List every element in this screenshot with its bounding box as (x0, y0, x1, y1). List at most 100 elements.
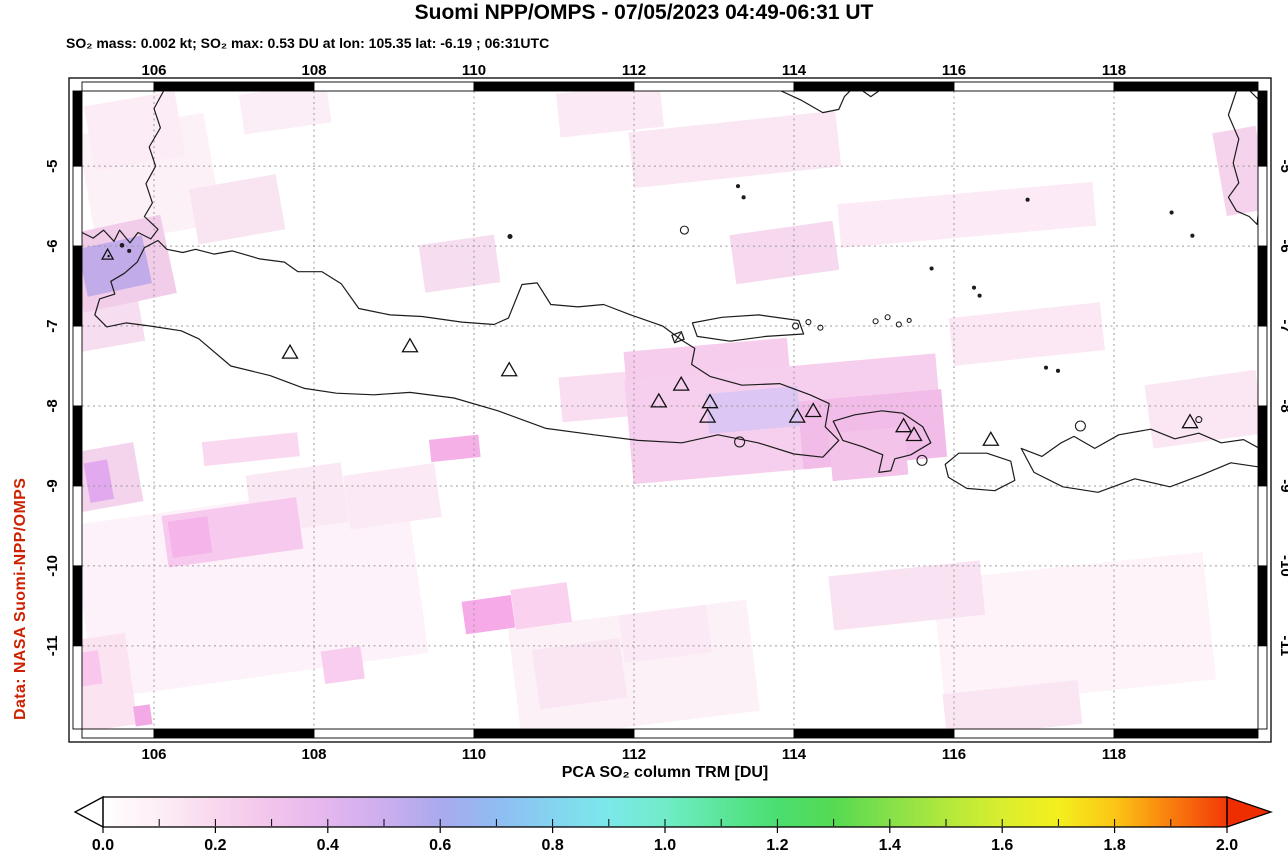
colorbar-tick-label: 0.2 (204, 837, 226, 854)
frame-segment (1257, 565, 1268, 647)
frame-segment (72, 90, 83, 167)
islet (1190, 233, 1195, 238)
lon-tick-label-top: 114 (782, 62, 807, 79)
colorbar-tick-label: 1.0 (654, 837, 676, 854)
lat-tick-label-right: -9 (1277, 479, 1288, 492)
frame-segment (1257, 165, 1268, 247)
frame-segment (72, 405, 83, 487)
islet (1043, 365, 1049, 370)
lon-tick-label-bottom: 108 (301, 746, 326, 763)
lon-tick-label-bottom: 112 (622, 746, 646, 763)
lon-tick-label-bottom: 118 (1102, 746, 1126, 763)
frame-segment (473, 81, 635, 92)
map-frame (68, 77, 1272, 743)
frame-segment (1257, 405, 1268, 487)
islet (884, 314, 891, 321)
islet (119, 242, 125, 248)
frame-segment (1113, 81, 1259, 92)
lon-tick-label-top: 108 (301, 62, 326, 79)
lat-tick-label-right: -10 (1277, 555, 1288, 577)
volcano-marker (500, 361, 518, 377)
lon-tick-label-bottom: 110 (462, 746, 486, 763)
frame-segment (633, 81, 795, 92)
lat-tick-label-left: -10 (44, 555, 61, 577)
frame-segment (1257, 245, 1268, 327)
so2-pixel-patches (82, 91, 1258, 729)
volcano-vent-dot (107, 254, 110, 258)
lon-tick-label-bottom: 116 (942, 746, 966, 763)
volcano-marker (1181, 413, 1199, 429)
so2-patch (82, 478, 429, 700)
so2-patch (167, 516, 213, 559)
islet (906, 317, 912, 324)
so2-patch (942, 680, 1083, 729)
colorbar-tick-label: 0.6 (429, 837, 451, 854)
so2-patch (932, 552, 1216, 708)
volcano-marker (982, 430, 1000, 446)
volcano-marker (698, 407, 717, 423)
so2-patch (238, 91, 332, 135)
frame-segment (72, 325, 83, 407)
so2-patch (133, 704, 153, 727)
colorbar-tick-label: 1.6 (991, 837, 1013, 854)
so2-patch (82, 235, 152, 297)
colorbar-tick-label: 1.2 (766, 837, 788, 854)
islet (971, 285, 977, 290)
islet (895, 321, 902, 328)
lon-tick-label-top: 106 (141, 62, 166, 79)
frame-segment (72, 245, 83, 327)
so2-patch (837, 181, 1097, 248)
data-credit-label: Data: NASA Suomi-NPP/OMPS (12, 477, 29, 720)
so2-patch (948, 302, 1105, 366)
so2-patch (555, 91, 665, 138)
frame-segment (953, 81, 1115, 92)
volcano-marker (894, 417, 913, 433)
volcano-marker (701, 393, 719, 409)
volcano-markers (101, 247, 1199, 446)
so2-patch (461, 594, 516, 635)
coastline-sumbawa (1020, 428, 1258, 493)
so2-patch (189, 174, 286, 245)
frame-segment (313, 81, 475, 92)
volcano-marker (905, 426, 923, 442)
so2-patch (201, 432, 300, 467)
islet (734, 436, 746, 448)
coastline-sulawesi (1227, 91, 1258, 226)
coastline-sulawesi-corner (1249, 91, 1258, 100)
frame-segment (953, 728, 1115, 739)
islet (735, 184, 741, 189)
colorbar-tick-label: 1.8 (1103, 837, 1125, 854)
lon-tick-label-top: 110 (462, 62, 486, 79)
so2-patch (705, 386, 801, 434)
axis-tick-labels: 106 106 108 108 110 110 112 112 114 114 116 116 118 1… (44, 62, 1288, 763)
frame-segment (1257, 485, 1268, 567)
coastline-bali (832, 410, 932, 473)
source-marker-line (674, 332, 682, 342)
islet (679, 225, 689, 235)
volcano-marker (672, 375, 690, 391)
colorbar-tick-label: 2.0 (1216, 837, 1238, 854)
islet (507, 233, 513, 240)
frame-segment (1257, 325, 1268, 407)
islet (1074, 420, 1086, 432)
lat-tick-label-right: -8 (1277, 399, 1288, 412)
lat-tick-label-left: -11 (44, 635, 61, 656)
so2-patch (83, 459, 115, 503)
frame-outer-border (68, 77, 1272, 743)
subtitle-so2-stats: SO₂ mass: 0.002 kt; SO₂ max: 0.53 DU at … (66, 35, 550, 51)
so2-patch (428, 434, 481, 463)
page-title: Suomi NPP/OMPS - 07/05/2023 04:49-06:31 … (414, 1, 874, 24)
frame-segment (1113, 728, 1259, 739)
coastline-java (94, 239, 840, 458)
frame-segment (313, 728, 475, 739)
coastline-borneo-2 (862, 91, 880, 98)
colorbar-title: PCA SO₂ column TRM [DU] (561, 764, 769, 781)
coastline-madura (691, 314, 805, 342)
islet (977, 293, 982, 298)
so2-patch (618, 604, 712, 664)
so2-patch (83, 91, 186, 172)
islet (792, 322, 800, 330)
lat-tick-label-left: -6 (44, 239, 61, 252)
